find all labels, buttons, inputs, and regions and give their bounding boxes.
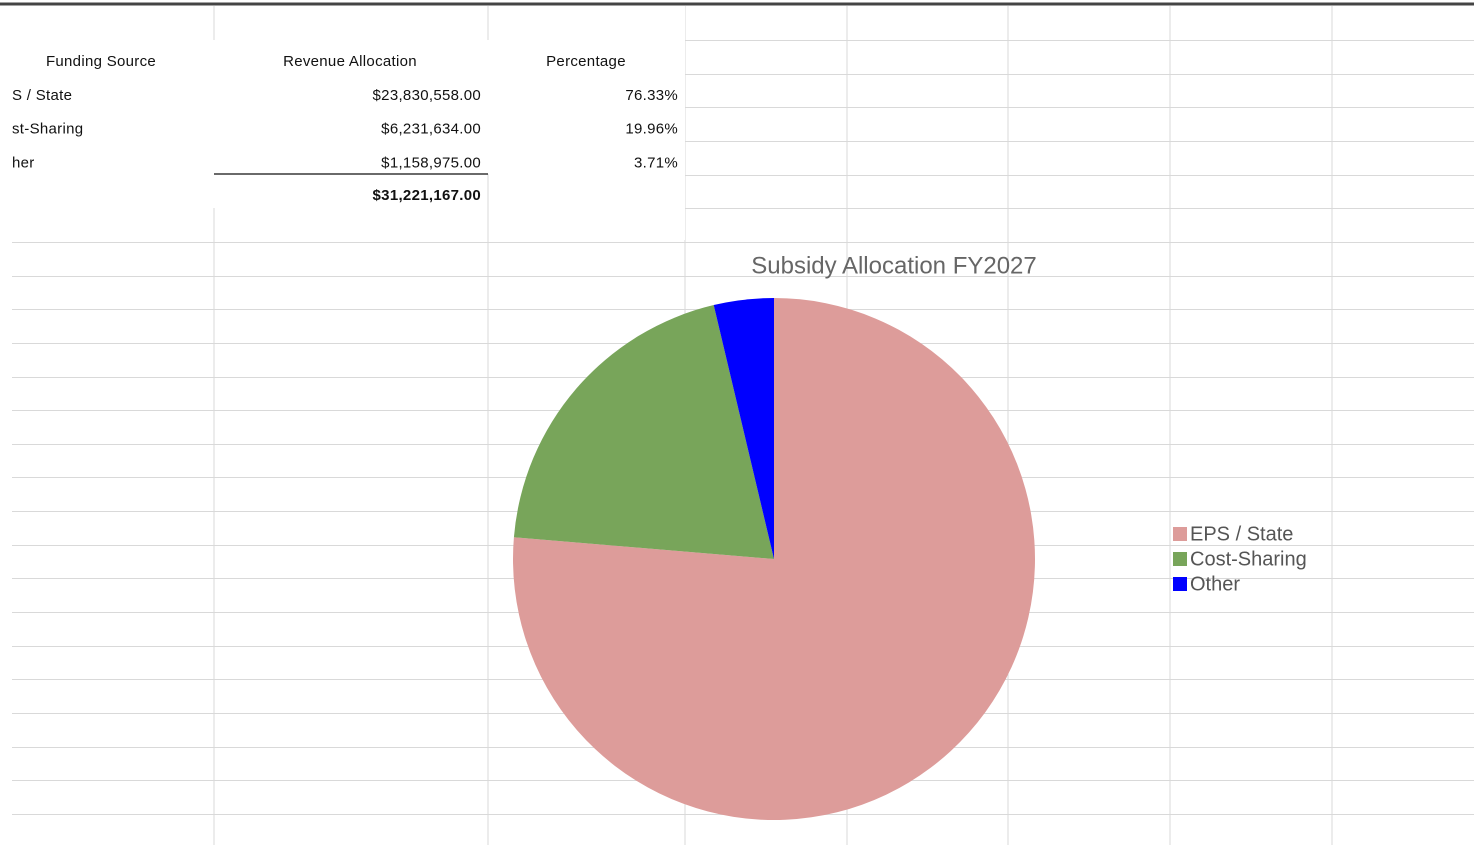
legend-label: EPS / State — [1190, 523, 1293, 545]
header-cell: Revenue Allocation — [283, 53, 417, 70]
percent-cell: 19.96% — [625, 121, 678, 138]
pie-slice — [713, 298, 774, 559]
chart-title: Subsidy Allocation FY2027 — [751, 252, 1037, 279]
header-cell: Percentage — [546, 53, 626, 70]
legend-label: Other — [1190, 573, 1240, 595]
row-label: S / State — [12, 87, 72, 104]
legend-swatch — [1173, 552, 1187, 566]
percent-cell: 3.71% — [634, 154, 678, 171]
row-label: st-Sharing — [12, 121, 83, 138]
legend: EPS / State Cost-Sharing Other — [1173, 523, 1307, 595]
row-label: her — [12, 154, 35, 171]
table-background — [0, 6, 685, 240]
legend-swatch — [1173, 527, 1187, 541]
percent-cell: 76.33% — [625, 87, 678, 104]
amount-cell: $23,830,558.00 — [373, 87, 481, 104]
header-cell: Funding Source — [46, 53, 156, 70]
table-rows: S / State $23,830,558.00 76.33% st-Sharing $… — [12, 87, 678, 171]
pie — [513, 298, 1035, 820]
amount-cell: $1,158,975.00 — [381, 154, 481, 171]
legend-swatch — [1173, 577, 1187, 591]
legend-label: Cost-Sharing — [1190, 548, 1307, 570]
amount-cell: $6,231,634.00 — [381, 121, 481, 138]
total-cell: $31,221,167.00 — [373, 187, 481, 204]
pie-slice — [513, 305, 774, 559]
